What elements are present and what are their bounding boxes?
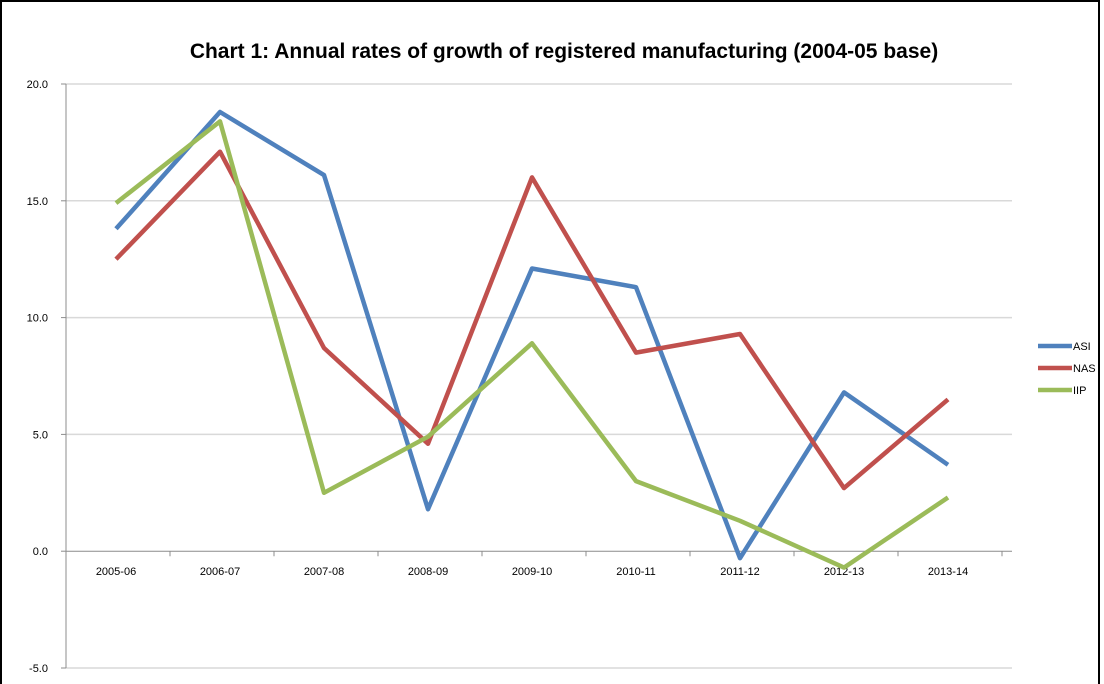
y-tick-label: -5.0: [29, 663, 48, 675]
axes: 20.0 15.0 10.0 5.0 0.0 -5.0 2005-06 2006-07 2007…: [27, 79, 1012, 675]
gridlines: [66, 83, 1012, 669]
x-tick-label: 2007-08: [304, 566, 344, 578]
series-line-asi: [114, 109, 950, 561]
x-tick-label: 2006-07: [200, 566, 240, 578]
series-line-iip: [114, 119, 950, 570]
x-tick-label: 2010-11: [616, 566, 656, 578]
x-tick-label: 2013-14: [928, 566, 968, 578]
y-tick-label: 15.0: [27, 196, 48, 208]
series-lines: [114, 109, 950, 570]
legend: ASI NAS IIP: [1038, 341, 1096, 397]
x-tick-label: 2009-10: [512, 566, 552, 578]
x-tick-label: 2011-12: [720, 566, 760, 578]
y-tick-label: 0.0: [33, 546, 48, 558]
legend-label-asi: ASI: [1073, 341, 1091, 353]
legend-label-nas: NAS: [1073, 363, 1096, 375]
y-tick-label: 5.0: [33, 429, 48, 441]
x-tick-label: 2012-13: [824, 566, 864, 578]
y-tick-label: 10.0: [27, 313, 48, 325]
x-tick-label: 2005-06: [96, 566, 136, 578]
y-tick-label: 20.0: [27, 79, 48, 91]
chart-title: Chart 1: Annual rates of growth of regis…: [190, 40, 938, 63]
x-tick-label: 2008-09: [408, 566, 448, 578]
legend-label-iip: IIP: [1073, 385, 1086, 397]
series-line-nas: [114, 149, 950, 491]
